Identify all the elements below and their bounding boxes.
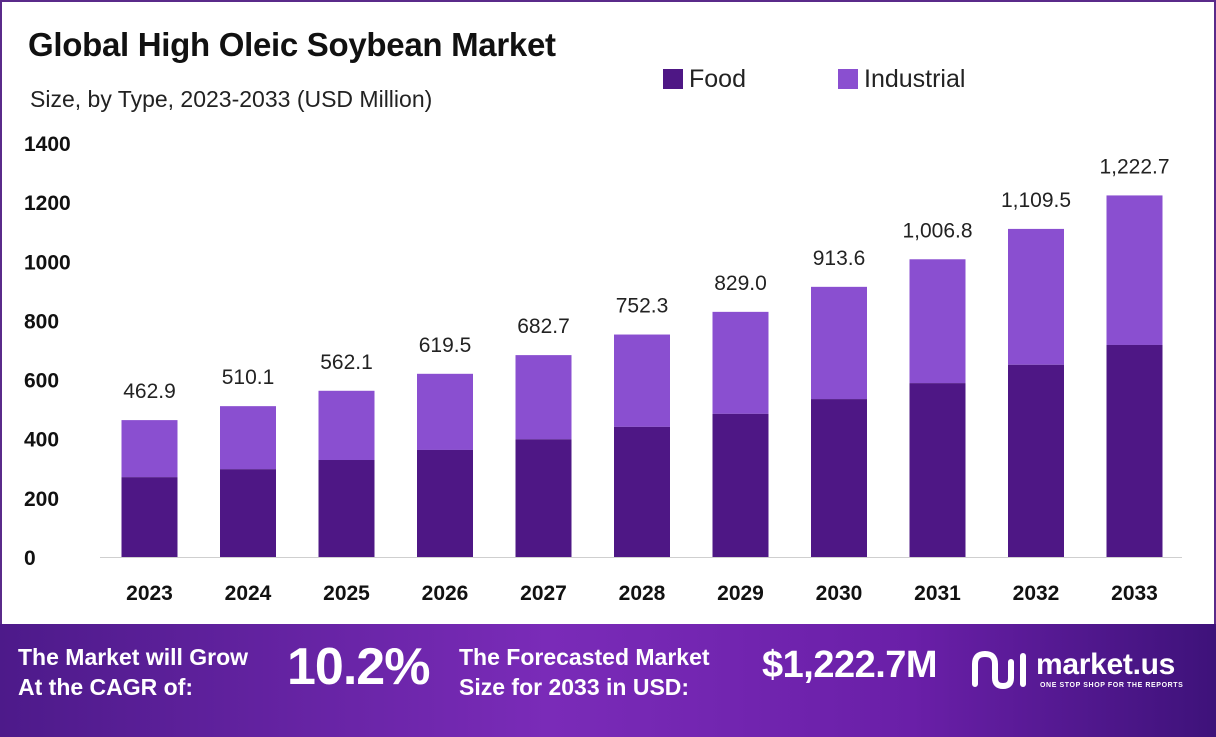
bar-industrial-2023 xyxy=(121,420,178,478)
bar-industrial-2031 xyxy=(909,259,966,384)
bar-industrial-2026 xyxy=(417,373,473,450)
x-tick-label-2032: 2032 xyxy=(1013,582,1060,605)
y-tick-label: 800 xyxy=(24,310,59,333)
bar-food-2031 xyxy=(909,383,966,557)
brand-tagline: ONE STOP SHOP FOR THE REPORTS xyxy=(1040,682,1184,689)
bar-industrial-2029 xyxy=(712,311,769,414)
bar-industrial-2024 xyxy=(220,406,276,470)
legend-label-industrial: Industrial xyxy=(864,64,966,93)
y-tick-label: 1200 xyxy=(24,192,71,215)
bar-food-2032 xyxy=(1008,364,1064,557)
total-label-2029: 829.0 xyxy=(714,272,767,295)
bar-food-2026 xyxy=(417,449,473,557)
y-tick-label: 1000 xyxy=(24,251,71,274)
bar-food-2023 xyxy=(121,477,178,557)
legend-item-food: Food xyxy=(663,64,746,94)
bar-food-2024 xyxy=(220,469,276,557)
total-label-2031: 1,006.8 xyxy=(902,219,972,242)
bar-food-2027 xyxy=(515,439,572,557)
market-us-logo-icon xyxy=(972,650,1026,690)
cagr-label-line1: The Market will Grow xyxy=(18,644,249,670)
bar-industrial-2028 xyxy=(614,334,670,427)
bar-industrial-2033 xyxy=(1106,195,1163,345)
x-tick-label-2026: 2026 xyxy=(422,582,469,605)
x-tick-label-2024: 2024 xyxy=(225,582,272,605)
x-tick-label-2027: 2027 xyxy=(520,582,567,605)
total-label-2023: 462.9 xyxy=(123,380,176,403)
x-tick-label-2023: 2023 xyxy=(126,582,173,605)
cagr-label-line2: At the CAGR of: xyxy=(18,674,194,700)
forecast-label-line1: The Forecasted Market xyxy=(459,644,710,670)
total-label-2025: 562.1 xyxy=(320,351,373,374)
bar-industrial-2027 xyxy=(515,355,572,440)
total-label-2032: 1,109.5 xyxy=(1001,189,1071,212)
forecast-value: $1,222.7M xyxy=(762,644,938,686)
bar-food-2030 xyxy=(811,399,867,557)
legend-label-food: Food xyxy=(689,64,746,93)
y-tick-label: 0 xyxy=(24,547,36,570)
chart-title: Global High Oleic Soybean Market xyxy=(28,26,556,63)
bar-chart: 0 200 400 600 800 1000 1200 1400 462.9 2023 510.1 2… xyxy=(24,133,1182,605)
bar-industrial-2032 xyxy=(1008,228,1064,365)
bar-food-2028 xyxy=(614,426,670,557)
bar-food-2025 xyxy=(318,460,375,557)
bar-food-2033 xyxy=(1106,344,1163,557)
total-label-2026: 619.5 xyxy=(419,334,472,357)
y-tick-label: 1400 xyxy=(24,133,71,156)
x-tick-label-2030: 2030 xyxy=(816,582,863,605)
x-tick-label-2031: 2031 xyxy=(914,582,961,605)
legend-swatch-food xyxy=(663,69,683,89)
bar-food-2029 xyxy=(712,413,769,557)
y-tick-label: 400 xyxy=(24,429,59,452)
bar-industrial-2030 xyxy=(811,286,867,400)
x-tick-label-2029: 2029 xyxy=(717,582,764,605)
brand-name: market.us xyxy=(1036,648,1176,681)
y-tick-label: 600 xyxy=(24,370,59,393)
chart-subtitle: Size, by Type, 2023-2033 (USD Million) xyxy=(30,86,433,112)
x-tick-label-2028: 2028 xyxy=(619,582,666,605)
legend-item-industrial: Industrial xyxy=(838,64,965,94)
cagr-value: 10.2% xyxy=(287,638,430,696)
total-label-2028: 752.3 xyxy=(616,295,669,318)
total-label-2030: 913.6 xyxy=(813,247,866,270)
bar-industrial-2025 xyxy=(318,390,375,461)
y-tick-label: 200 xyxy=(24,488,59,511)
x-tick-label-2033: 2033 xyxy=(1111,582,1158,605)
legend-swatch-industrial xyxy=(838,69,858,89)
total-label-2024: 510.1 xyxy=(222,366,275,389)
x-tick-label-2025: 2025 xyxy=(323,582,370,605)
total-label-2027: 682.7 xyxy=(517,315,570,338)
forecast-label-line2: Size for 2033 in USD: xyxy=(459,674,690,700)
total-label-2033: 1,222.7 xyxy=(1099,155,1169,178)
